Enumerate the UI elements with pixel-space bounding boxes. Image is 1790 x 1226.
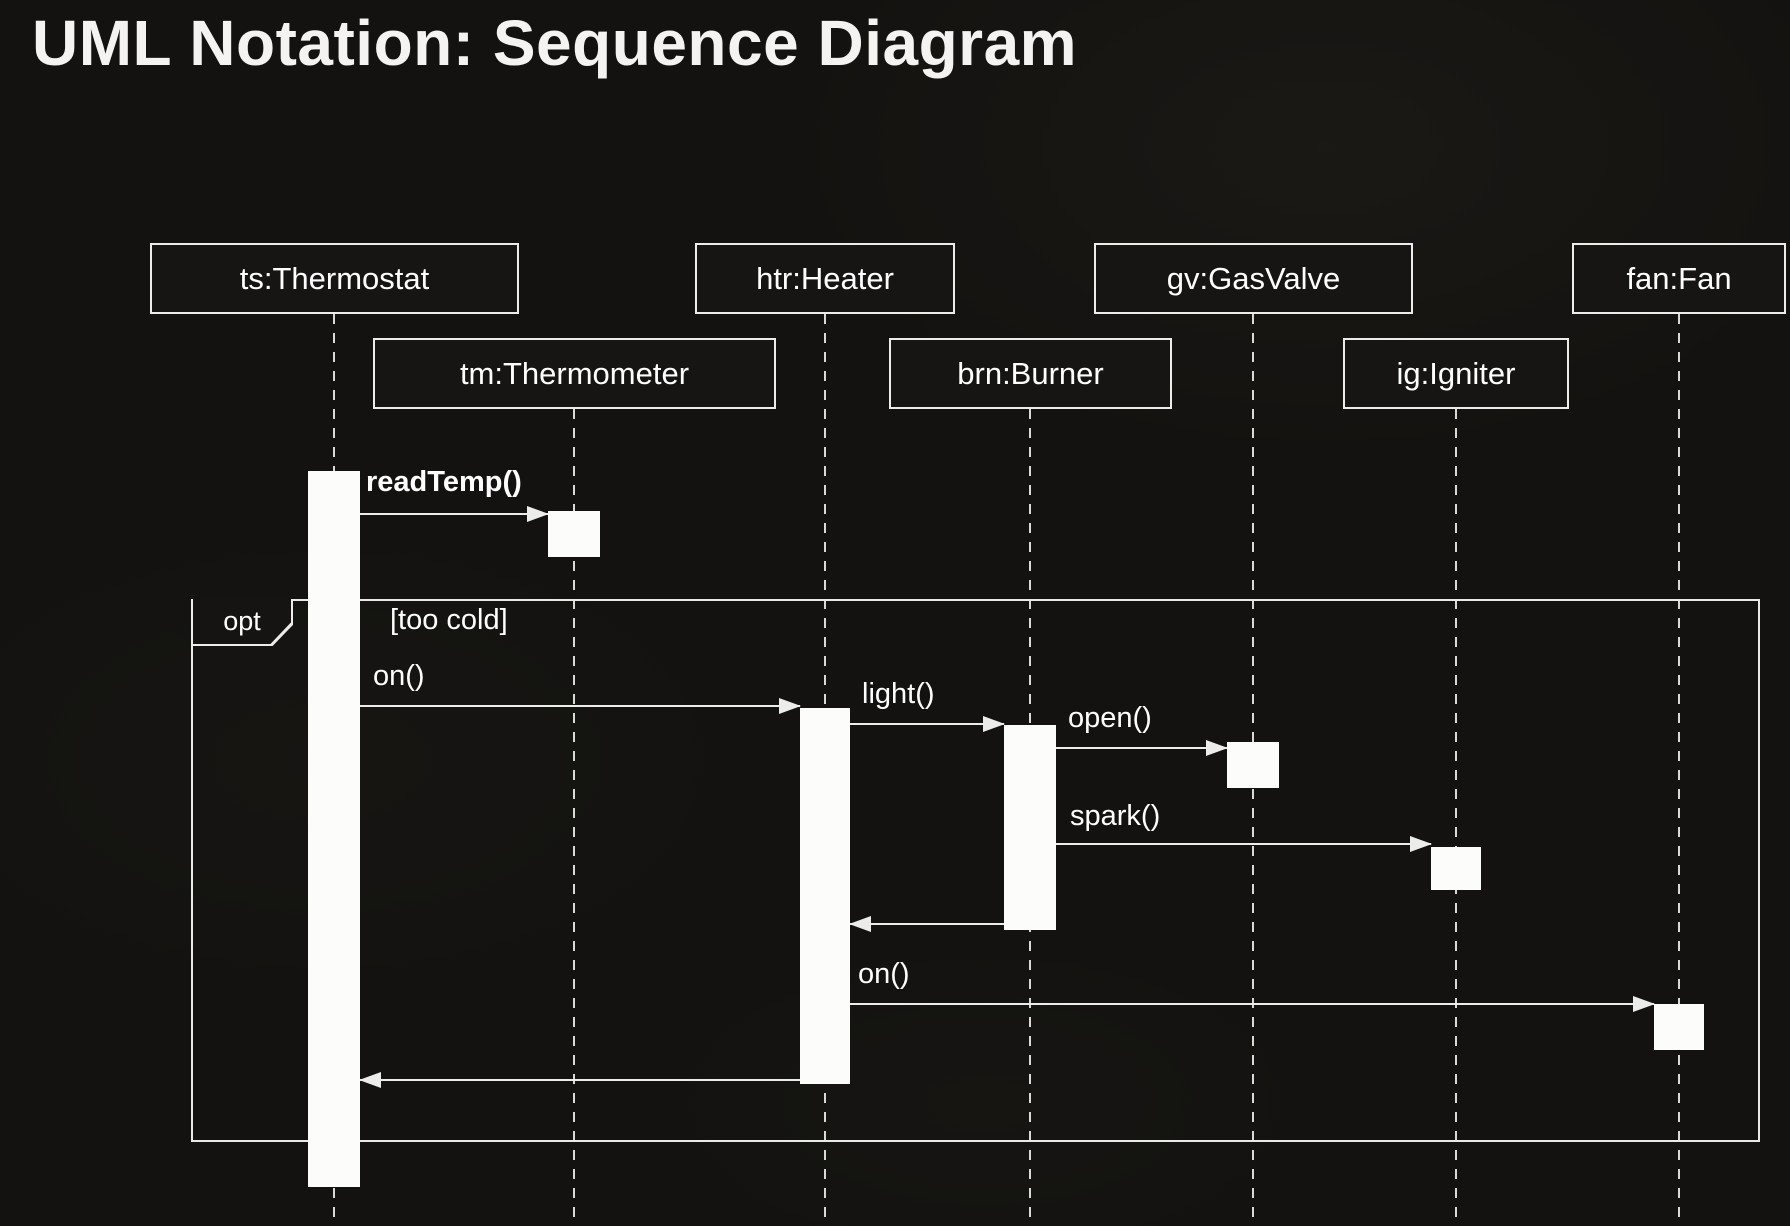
message-label-on-fan: on() bbox=[858, 958, 910, 990]
activation-brn-burner bbox=[1004, 725, 1056, 930]
arrowhead-right-icon bbox=[1206, 740, 1228, 756]
opt-fragment-frame bbox=[191, 599, 1760, 1142]
message-arrow-return-burner-heater bbox=[849, 916, 1004, 932]
message-label-readtemp: readTemp() bbox=[366, 466, 522, 498]
message-arrow-readtemp bbox=[360, 506, 549, 522]
activation-ig-igniter bbox=[1431, 847, 1481, 890]
object-box-gv-gasvalve: gv:GasValve bbox=[1094, 243, 1413, 314]
arrowhead-left-icon bbox=[359, 1072, 381, 1088]
message-arrow-open bbox=[1056, 740, 1228, 756]
activation-fan-fan bbox=[1654, 1004, 1704, 1050]
page-title: UML Notation: Sequence Diagram bbox=[32, 7, 1078, 79]
object-label-ts-thermostat: ts:Thermostat bbox=[239, 260, 430, 296]
message-label-spark: spark() bbox=[1070, 800, 1161, 832]
arrowhead-right-icon bbox=[983, 716, 1005, 732]
arrowhead-right-icon bbox=[779, 698, 801, 714]
object-box-ig-igniter: ig:Igniter bbox=[1343, 338, 1569, 409]
fragment-operator-label: opt bbox=[193, 599, 291, 644]
arrowhead-right-icon bbox=[1410, 836, 1432, 852]
lifeline-tm-thermometer bbox=[573, 409, 575, 1226]
object-label-fan-fan: fan:Fan bbox=[1626, 260, 1732, 296]
arrowhead-right-icon bbox=[1633, 996, 1655, 1012]
message-arrow-spark bbox=[1056, 836, 1432, 852]
message-arrow-on-fan bbox=[850, 996, 1655, 1012]
message-arrow-on-heater bbox=[360, 698, 801, 714]
object-box-ts-thermostat: ts:Thermostat bbox=[150, 243, 519, 314]
arrowhead-right-icon bbox=[527, 506, 549, 522]
object-label-gv-gasvalve: gv:GasValve bbox=[1166, 260, 1341, 296]
activation-ts-thermostat bbox=[308, 471, 360, 1187]
object-label-brn-burner: brn:Burner bbox=[957, 355, 1104, 391]
activation-gv-gasvalve bbox=[1227, 742, 1279, 788]
message-label-open: open() bbox=[1068, 702, 1152, 734]
object-label-htr-heater: htr:Heater bbox=[756, 260, 894, 296]
object-box-brn-burner: brn:Burner bbox=[889, 338, 1172, 409]
message-arrow-return-heater-thermostat bbox=[359, 1072, 800, 1088]
lifeline-ig-igniter bbox=[1455, 409, 1457, 1226]
object-label-ig-igniter: ig:Igniter bbox=[1396, 355, 1516, 391]
fragment-operator-pentagon: opt bbox=[191, 599, 293, 646]
object-label-tm-thermometer: tm:Thermometer bbox=[459, 355, 690, 391]
object-box-fan-fan: fan:Fan bbox=[1572, 243, 1786, 314]
activation-htr-heater bbox=[800, 708, 850, 1084]
message-arrow-light bbox=[850, 716, 1005, 732]
object-box-tm-thermometer: tm:Thermometer bbox=[373, 338, 776, 409]
object-box-htr-heater: htr:Heater bbox=[695, 243, 955, 314]
arrowhead-left-icon bbox=[849, 916, 871, 932]
message-label-light: light() bbox=[862, 678, 935, 710]
fragment-guard-label: [too cold] bbox=[390, 604, 508, 636]
message-label-on-heater: on() bbox=[373, 660, 425, 692]
activation-tm-thermometer bbox=[548, 511, 600, 557]
lifeline-fan-fan bbox=[1678, 314, 1680, 1226]
